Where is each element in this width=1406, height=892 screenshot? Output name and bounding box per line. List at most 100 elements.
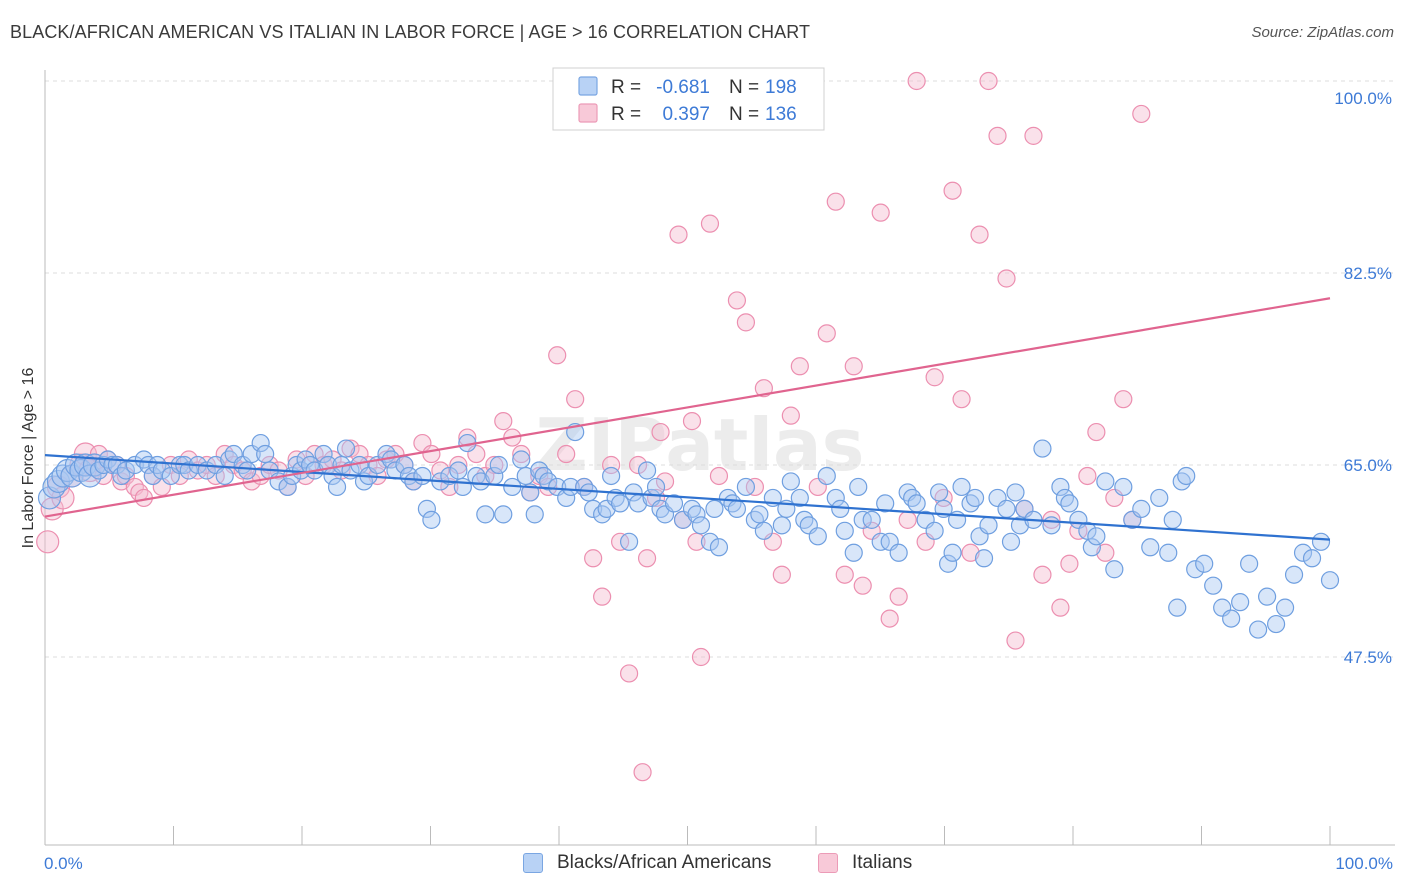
blue-point <box>997 499 1016 518</box>
pink-point <box>341 439 360 458</box>
pink-point <box>691 647 711 667</box>
pink-point <box>633 763 652 782</box>
series-legend: Blacks/African Americans Italians <box>0 850 1406 880</box>
blue-point <box>471 472 490 491</box>
pink-point <box>651 422 670 442</box>
blue-point <box>449 461 468 480</box>
blue-point <box>1087 527 1106 546</box>
stats-n-value: 198 <box>765 77 797 98</box>
pink-point <box>997 269 1016 288</box>
blue-point <box>516 466 535 486</box>
blue-point <box>974 549 994 568</box>
blue-point <box>1163 510 1182 529</box>
blue-point <box>925 521 944 540</box>
blue-point <box>1141 538 1160 557</box>
blue-point <box>584 499 603 518</box>
pink-point <box>925 368 944 387</box>
pink-point <box>687 532 706 551</box>
legend-label-blacks: Blacks/African Americans <box>557 852 772 873</box>
blue-point <box>889 543 908 562</box>
pink-point <box>700 214 720 233</box>
blue-point <box>687 505 706 524</box>
blue-point <box>1042 516 1061 535</box>
blue-point <box>952 477 971 497</box>
stats-legend: R = -0.681 N = 198 R = 0.397 N = 136 <box>552 67 825 131</box>
pink-point <box>1078 466 1097 486</box>
pink-point <box>557 444 576 464</box>
blue-point <box>938 554 958 573</box>
blue-point <box>736 477 756 497</box>
blue-point <box>422 510 441 529</box>
blue-point <box>489 455 508 475</box>
watermark: ZIPatlas <box>536 403 865 487</box>
pink-point <box>36 530 60 554</box>
pink-point <box>826 192 845 211</box>
blue-point <box>602 466 621 486</box>
legend-label-italians: Italians <box>852 852 913 873</box>
stats-n-label: N = <box>729 104 759 125</box>
data-points <box>36 71 1340 782</box>
blue-point <box>539 472 558 491</box>
blue-point <box>404 472 423 491</box>
blue-point <box>1159 543 1178 562</box>
blue-point <box>1010 516 1030 535</box>
blue-point <box>1186 560 1205 579</box>
blue-point <box>512 450 531 469</box>
blue-point <box>1266 614 1286 634</box>
blue-point <box>1249 620 1268 639</box>
blue-point <box>143 466 162 486</box>
pink-point <box>781 406 800 425</box>
blue-point <box>619 532 639 551</box>
y-tick-label: 65.0% <box>1344 456 1392 475</box>
blue-point <box>844 543 863 562</box>
blue-point <box>705 499 724 518</box>
blue-point <box>1006 483 1025 502</box>
blue-point <box>1051 477 1070 497</box>
blue-point <box>251 433 270 453</box>
blue-point <box>1311 532 1331 551</box>
pink-point <box>682 412 702 431</box>
y-tick-label: 82.5% <box>1344 264 1392 283</box>
blue-point <box>314 444 333 464</box>
blue-point <box>664 494 684 513</box>
blue-point <box>1222 609 1241 628</box>
blue-point <box>1195 554 1214 573</box>
legend-swatch-pink <box>818 853 838 873</box>
blue-point <box>1001 532 1021 551</box>
legend-item-italians[interactable]: Italians <box>818 852 912 874</box>
pink-point <box>772 565 791 584</box>
blue-point <box>1302 549 1322 568</box>
pink-point <box>979 71 998 91</box>
blue-point <box>413 466 432 486</box>
pink-point <box>1087 422 1106 442</box>
pink-point <box>1114 390 1133 409</box>
blue-point <box>1231 593 1250 612</box>
blue-point <box>116 461 135 480</box>
legend-item-blacks[interactable]: Blacks/African Americans <box>523 852 771 874</box>
blue-point <box>750 505 769 524</box>
pink-point <box>1132 104 1151 124</box>
blue-point <box>754 521 773 540</box>
blue-point <box>1132 499 1151 518</box>
stats-swatch-blue <box>578 76 598 96</box>
blue-point <box>525 505 544 524</box>
blue-point <box>215 466 234 486</box>
pink-point <box>494 412 513 431</box>
pink-point <box>736 313 756 332</box>
source-label: Source: ZipAtlas.com <box>1251 24 1394 41</box>
stats-r-label: R = <box>611 77 641 98</box>
blue-point <box>1240 554 1259 573</box>
pink-point <box>898 510 917 529</box>
blue-point <box>256 444 275 464</box>
pink-point <box>512 444 531 464</box>
chart-title: BLACK/AFRICAN AMERICAN VS ITALIAN IN LAB… <box>10 22 811 42</box>
blue-point <box>817 466 836 486</box>
axes: In Labor Force | Age > 16 <box>20 70 1395 846</box>
pink-point <box>628 455 648 475</box>
stats-n-label: N = <box>729 77 759 98</box>
tick-labels: 47.5% 65.0% 82.5% 100.0% 0.0% 100.0% <box>44 89 1393 873</box>
pink-point <box>844 357 863 376</box>
pink-point <box>790 357 809 376</box>
blue-point <box>1150 488 1169 508</box>
blue-point <box>476 505 495 524</box>
